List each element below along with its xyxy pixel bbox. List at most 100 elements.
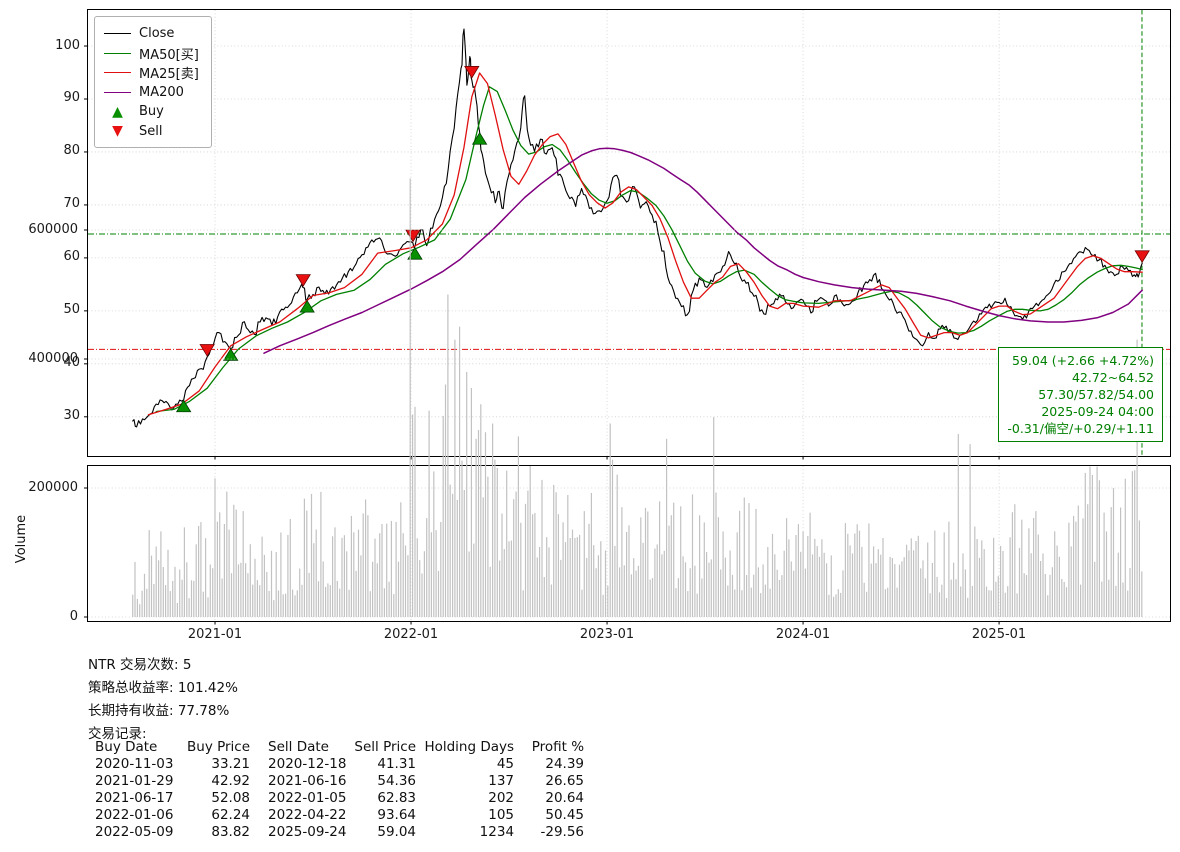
volume-bar [600,541,602,617]
volume-bar [816,546,818,617]
volume-bar [757,567,759,617]
volume-bar [332,536,334,617]
volume-bar [807,536,809,617]
volume-bar [381,524,383,617]
volume-bar [936,576,938,617]
volume-bar [390,520,392,617]
volume-bar [884,589,886,617]
volume-bar [160,531,162,617]
legend-item-buy: ▲ Buy [104,102,199,122]
volume-bar [186,562,188,617]
price-annotation-box: 59.04 (+2.66 +4.72%) 42.72~64.52 57.30/5… [998,347,1163,442]
volume-bar [720,569,722,617]
volume-bar [442,415,444,617]
volume-bar [800,551,802,617]
volume-bar [412,414,414,617]
trade-table: Buy Date Buy Price Sell Date Sell Price Hold… [95,738,584,840]
trade-cell: 24.39 [545,755,585,772]
annotation-line-signal: -0.31/偏空/+0.29/+1.11 [1007,421,1154,436]
volume-bar [708,562,710,617]
volume-bar [489,566,491,617]
price-ytick-label: 100 [55,37,80,53]
volume-bar [249,544,251,617]
volume-bar [407,555,409,617]
volume-bar [132,594,134,617]
volume-bar [1007,586,1009,617]
volume-bar [428,410,430,617]
volume-bar [496,468,498,617]
volume-bar [325,586,327,617]
volume-chart-panel [84,178,1171,625]
volume-bar [280,532,282,617]
volume-bar [1098,480,1100,617]
volume-ytick-label: 0 [69,609,78,624]
legend-item-ma50: MA50[买] [104,44,199,64]
volume-bar [560,559,562,617]
volume-bar [162,567,164,617]
volume-bar [673,502,675,617]
volume-bar [868,523,870,617]
volume-bar [492,423,494,617]
volume-bar [308,572,310,617]
volume-bar [1134,470,1136,617]
volume-bar [546,537,548,617]
price-ytick-label: 70 [63,196,80,212]
volume-bar [626,532,628,617]
volume-bar [971,586,973,617]
volume-bar [468,551,470,617]
volume-bar [444,384,447,617]
volume-bar [416,538,418,617]
volume-bar [689,568,691,617]
volume-bar [228,529,230,617]
volume-bar [727,585,729,617]
volume-bar [1047,595,1049,617]
volume-bar [517,436,519,617]
volume-bar [767,547,769,617]
volume-bar [1084,472,1086,617]
trade-cell: 2022-05-09 [95,823,174,840]
volume-bar [974,526,976,617]
volume-bar [691,494,694,617]
volume-bar [306,510,308,617]
volume-bar [484,432,487,617]
volume-bar [348,589,350,617]
sell-marker [199,344,215,357]
volume-bar [985,586,988,617]
volume-bar [143,573,146,617]
volume-bar [576,537,578,617]
volume-bar [821,539,823,617]
volume-bar [844,523,846,617]
trade-cell: 202 [488,789,515,806]
legend-label: MA25[卖] [139,67,199,83]
annotation-line-price: 59.04 (+2.66 +4.72%) [1012,353,1154,368]
volume-bar [1070,546,1072,617]
volume-bar [353,532,355,617]
ma50-line [155,86,1143,413]
trade-cell: 2022-01-06 [95,806,174,823]
volume-bar [637,565,639,617]
volume-bar [317,581,320,617]
trade-row: 2020-11-03 33.21 2020-12-18 41.31 45 24.39 [95,755,584,772]
buy-marker [299,299,315,313]
volume-bar [715,492,717,617]
volume-bar [922,560,924,617]
legend-item-sell: ▼ Sell [104,122,199,142]
volume-bar [282,594,284,617]
buy-marker [175,399,192,413]
volume-bar [710,559,712,617]
volume-bar [1014,504,1016,617]
volume-bar [569,538,571,617]
volume-bar [588,523,590,617]
volume-bar [259,585,261,617]
volume-bar [967,597,969,617]
volume-bar [1025,575,1028,617]
volume-bar [242,511,244,617]
volume-bar [532,514,534,617]
volume-bar [633,558,635,617]
ma25-line [147,72,1143,416]
volume-bar [1044,574,1046,617]
volume-bar [835,594,837,617]
volume-bar [616,474,618,617]
volume-bar [1054,531,1056,617]
annotation-line-date: 2025-09-24 04:00 [1041,404,1154,419]
